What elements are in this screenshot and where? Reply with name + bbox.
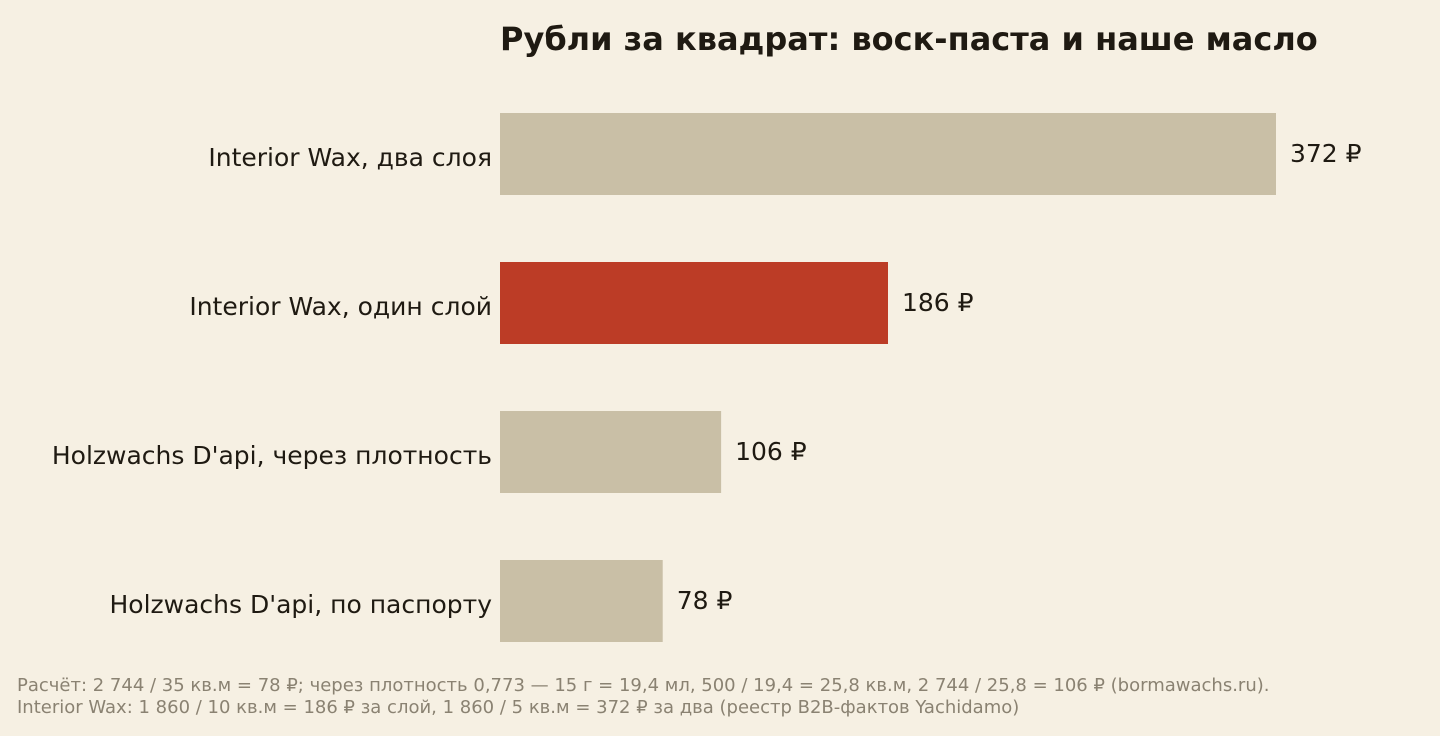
chart-title: Рубли за квадрат: воск-паста и наше масл… xyxy=(500,20,1318,58)
bar-2 xyxy=(500,262,888,344)
value-label-3: 106 ₽ xyxy=(735,437,807,466)
footnote: Расчёт: 2 744 / 35 кв.м = 78 ₽; через пл… xyxy=(17,675,1269,719)
category-label-1: Interior Wax, два слоя xyxy=(208,143,492,172)
value-label-2: 186 ₽ xyxy=(902,288,974,317)
value-label-4: 78 ₽ xyxy=(677,586,733,615)
bar-3 xyxy=(500,411,722,493)
footnote-line-2: Interior Wax: 1 860 / 10 кв.м = 186 ₽ за… xyxy=(17,697,1020,718)
category-label-4: Holzwachs D'api, по паспорту xyxy=(109,590,492,619)
category-label-3: Holzwachs D'api, через плотность xyxy=(52,441,492,470)
bar-1 xyxy=(500,113,1276,195)
value-label-1: 372 ₽ xyxy=(1290,139,1362,168)
footnote-line-1: Расчёт: 2 744 / 35 кв.м = 78 ₽; через пл… xyxy=(17,675,1270,696)
category-label-2: Interior Wax, один слой xyxy=(189,292,492,321)
bar-4 xyxy=(500,560,663,642)
